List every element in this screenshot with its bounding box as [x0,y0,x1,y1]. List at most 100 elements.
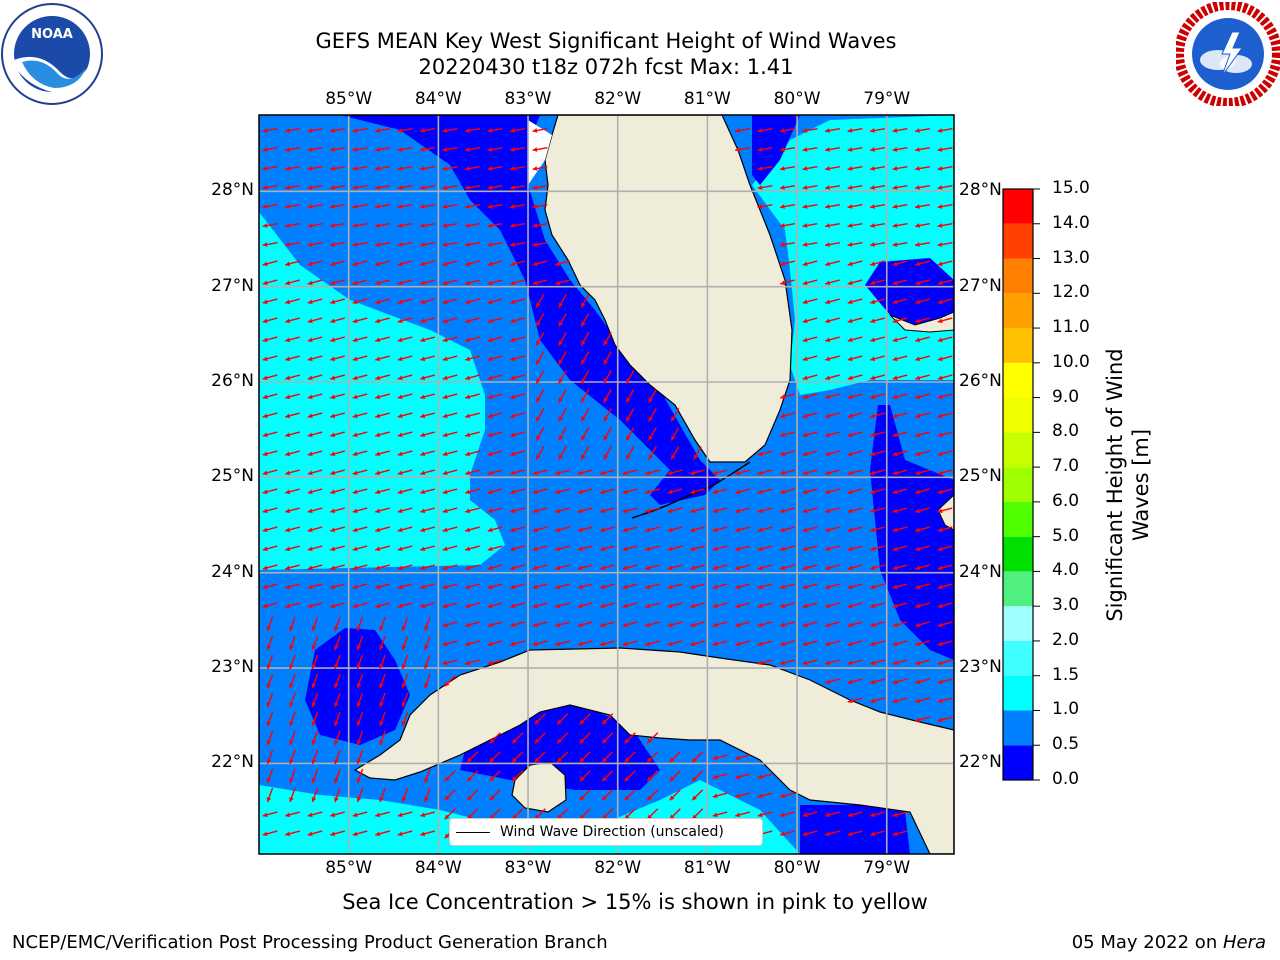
wave-direction-arrow [329,204,346,209]
wave-direction-arrow [712,507,728,514]
wave-direction-arrow [532,640,548,647]
wave-direction-arrow [397,242,413,247]
wave-direction-arrow [690,507,705,514]
wave-direction-arrow [870,336,885,343]
wave-direction-arrow [285,317,300,324]
wave-direction-arrow [847,602,863,609]
wave-direction-arrow [442,412,458,419]
wave-direction-arrow [892,469,908,476]
wave-direction-arrow [847,830,863,837]
wave-direction-arrow [487,602,503,609]
wave-direction-arrow [375,450,390,457]
wave-direction-arrow [691,751,704,763]
wave-direction-arrow [487,204,503,209]
wave-direction-arrow [780,830,795,837]
wave-direction-arrow [307,223,323,228]
wave-direction-arrow [802,811,818,818]
wave-direction-arrow [442,393,458,400]
wave-direction-arrow [712,640,728,647]
wave-direction-arrow [645,545,660,552]
wave-direction-arrow [330,336,345,343]
wave-direction-arrow [667,640,683,647]
wave-direction-arrow [667,507,683,514]
wave-direction-arrow [667,469,683,476]
wave-direction-arrow [780,279,795,286]
wave-direction-arrow [532,279,548,286]
wave-direction-arrow [262,583,278,590]
wave-direction-arrow [847,526,863,533]
wave-direction-arrow [311,673,319,689]
wave-direction-arrow [289,635,296,651]
wave-direction-arrow [802,374,818,381]
wave-direction-arrow [511,732,524,744]
wave-direction-arrow [509,223,526,228]
wave-direction-arrow [646,789,659,801]
wave-direction-arrow [735,488,750,495]
wave-direction-arrow [442,488,458,495]
wave-direction-arrow [558,446,567,460]
wave-direction-arrow [487,621,503,628]
wave-direction-arrow [397,374,413,381]
wave-direction-arrow [419,185,436,190]
wave-direction-arrow [442,564,458,571]
wave-direction-arrow [648,446,657,460]
noaa-logo: NOAA [0,2,104,106]
wave-direction-arrow [420,260,435,267]
wave-direction-arrow [600,621,615,628]
wave-direction-arrow [601,770,614,782]
wave-direction-arrow [937,507,953,514]
wave-direction-arrow [892,317,908,324]
wave-direction-arrow [307,507,323,514]
wave-direction-arrow [622,583,638,590]
wave-direction-arrow [915,317,930,324]
wave-direction-arrow [285,431,300,438]
wave-direction-arrow [603,351,612,365]
wave-direction-arrow [465,355,480,362]
wave-direction-arrow [915,526,930,533]
wave-direction-arrow [622,564,638,571]
wave-direction-arrow [847,128,863,133]
wave-direction-arrow [262,128,278,133]
wave-direction-arrow [892,336,908,343]
wave-direction-arrow [284,223,301,228]
wave-direction-arrow [419,223,436,228]
wave-direction-arrow [510,336,525,343]
wave-direction-arrow [266,730,274,746]
wave-direction-arrow [307,336,323,343]
wave-direction-arrow [869,147,886,152]
wave-direction-arrow [892,374,908,381]
wave-direction-arrow [352,204,368,209]
wave-direction-arrow [779,242,796,247]
wave-direction-arrow [442,431,458,438]
wave-direction-arrow [802,298,818,305]
wave-direction-arrow [487,545,503,552]
wave-direction-arrow [419,147,436,152]
wave-direction-arrow [532,583,548,590]
wave-direction-arrow [330,412,345,419]
wave-direction-arrow [535,408,545,422]
wave-direction-arrow [330,507,345,514]
colorbar-tick-label: 15.0 [1052,178,1090,198]
wave-direction-arrow [419,242,436,247]
map-title-line1: GEFS MEAN Key West Significant Height of… [315,29,897,53]
wave-direction-arrow [622,545,638,552]
wave-direction-arrow [285,830,300,837]
wave-direction-arrow [646,770,659,782]
colorbar-band [1003,571,1033,607]
wave-direction-arrow [289,692,296,708]
wave-direction-arrow [847,147,863,152]
graticule [259,115,954,854]
wave-direction-arrow [691,789,704,801]
wave-direction-arrow [510,526,525,533]
wave-direction-arrow [869,242,886,247]
wave-direction-arrow [535,427,545,441]
wave-direction-arrow [419,128,436,133]
wave-direction-arrow [442,204,458,209]
wave-direction-arrow [780,792,795,799]
wave-direction-arrow [510,317,525,324]
wave-direction-arrow [510,279,525,286]
wave-direction-arrow [937,204,953,209]
wave-direction-arrow [262,488,278,495]
wave-direction-arrow [509,185,526,190]
wave-direction-arrow [625,427,635,441]
